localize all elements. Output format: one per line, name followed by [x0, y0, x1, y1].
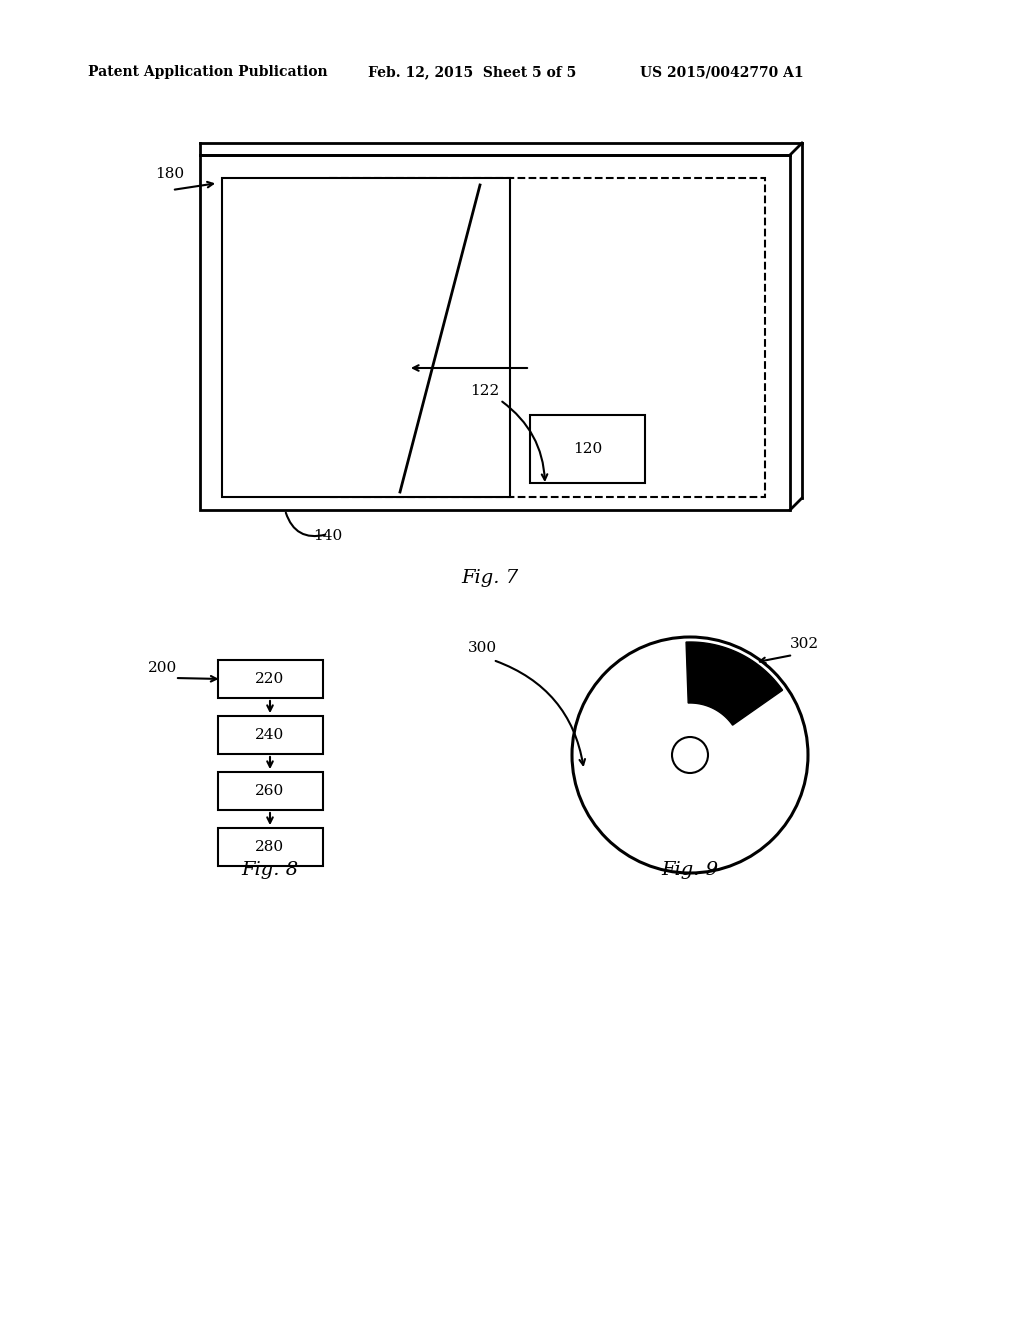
- Text: Fig. 8: Fig. 8: [242, 861, 299, 879]
- Text: Feb. 12, 2015  Sheet 5 of 5: Feb. 12, 2015 Sheet 5 of 5: [368, 65, 577, 79]
- Text: 260: 260: [255, 784, 285, 799]
- Bar: [217, 660, 323, 698]
- Bar: [200, 154, 790, 510]
- Circle shape: [672, 737, 708, 774]
- Polygon shape: [686, 642, 782, 725]
- Text: Patent Application Publication: Patent Application Publication: [88, 65, 328, 79]
- Text: 180: 180: [155, 168, 184, 181]
- Text: 280: 280: [255, 840, 285, 854]
- Text: 302: 302: [790, 638, 819, 651]
- Text: Fig. 7: Fig. 7: [462, 569, 518, 587]
- Bar: [222, 178, 510, 498]
- Bar: [217, 772, 323, 810]
- Bar: [217, 828, 323, 866]
- Bar: [330, 178, 765, 498]
- Text: Fig. 9: Fig. 9: [662, 861, 719, 879]
- Text: 140: 140: [313, 529, 343, 543]
- Text: US 2015/0042770 A1: US 2015/0042770 A1: [640, 65, 804, 79]
- Ellipse shape: [572, 638, 808, 873]
- Text: 240: 240: [255, 729, 285, 742]
- Text: 220: 220: [255, 672, 285, 686]
- Text: 122: 122: [470, 384, 500, 399]
- Bar: [217, 715, 323, 754]
- Text: 300: 300: [468, 642, 497, 655]
- Text: 200: 200: [148, 661, 177, 675]
- Bar: [530, 414, 645, 483]
- Text: 120: 120: [572, 442, 602, 455]
